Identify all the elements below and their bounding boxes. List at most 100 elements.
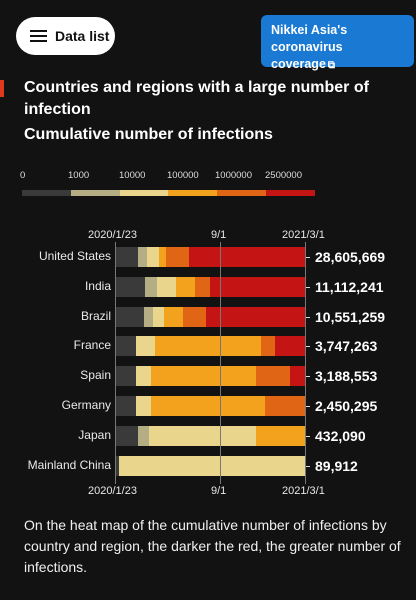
- cumulative-value: 89,912: [315, 457, 358, 474]
- heat-segment: [115, 455, 119, 476]
- country-label: United States: [38, 249, 111, 263]
- legend-tick: 100000: [167, 170, 199, 181]
- x-axis-start-top: 2020/1/23: [88, 229, 137, 241]
- heat-strip: [115, 247, 305, 267]
- value-tick: [305, 346, 310, 348]
- country-label: Germany: [61, 398, 111, 412]
- value-tick: [305, 376, 310, 378]
- cumulative-value: 432,090: [315, 427, 366, 444]
- value-tick: [305, 316, 310, 318]
- heat-segment: [206, 306, 305, 327]
- heat-segment: [115, 306, 144, 327]
- time-guide-line: [305, 242, 306, 484]
- cumulative-value: 2,450,295: [315, 398, 378, 414]
- x-axis-end-bottom: 2021/3/1: [282, 485, 325, 497]
- legend-tick: 2500000: [265, 170, 302, 181]
- value-tick: [305, 406, 310, 407]
- heat-segment: [135, 336, 155, 357]
- hamburger-icon: [30, 30, 47, 42]
- heat-segment: [255, 366, 290, 387]
- legend-tick: 0: [20, 170, 26, 181]
- legend-swatch: [168, 190, 218, 196]
- heat-strip: [115, 425, 305, 446]
- legend-swatch: [217, 190, 267, 196]
- legend-tick: 1000000: [215, 170, 252, 181]
- heat-segment: [115, 366, 136, 387]
- legend-tick: 1000: [68, 170, 90, 181]
- heat-segment: [143, 306, 153, 327]
- x-axis-mid-bottom: 9/1: [211, 485, 227, 497]
- heat-segment: [194, 276, 210, 297]
- x-axis-start-bottom: 2020/1/23: [88, 485, 137, 497]
- heat-segment: [175, 276, 195, 297]
- heat-strip: [115, 455, 305, 476]
- top-bar: Data list Nikkei Asia's coronavirus cove…: [0, 0, 416, 76]
- cumulative-value: 10,551,259: [315, 308, 386, 325]
- data-list-button[interactable]: Data list: [16, 17, 115, 55]
- heat-segment: [289, 366, 305, 387]
- cumulative-value: 3,188,553: [315, 368, 378, 385]
- heat-strip: [115, 276, 305, 297]
- heat-segment: [149, 425, 256, 446]
- heat-segment: [115, 276, 146, 297]
- heat-segment: [115, 336, 136, 357]
- heat-segment: [153, 306, 165, 327]
- nikkei-coverage-button[interactable]: Nikkei Asia's coronavirus coverage ⧉: [261, 15, 414, 71]
- value-tick: [305, 257, 310, 258]
- country-label: Spain: [80, 368, 111, 383]
- country-label: Mainland China: [27, 457, 111, 472]
- cumulative-value: 28,605,669: [315, 249, 386, 265]
- heat-segment: [135, 366, 152, 387]
- title-accent-bar: [0, 80, 4, 97]
- legend-swatch: [70, 190, 120, 196]
- heat-segment: [158, 247, 167, 267]
- legend-color-scale: [22, 190, 315, 196]
- x-axis-mid-top: 9/1: [211, 229, 227, 241]
- country-label: Japan: [78, 427, 111, 442]
- value-tick: [305, 435, 310, 437]
- heat-segment: [154, 336, 262, 357]
- heat-segment: [115, 247, 138, 267]
- heat-segment: [115, 396, 136, 416]
- time-guide-line: [220, 242, 221, 484]
- legend-swatch: [266, 190, 315, 196]
- heat-segment: [261, 336, 275, 357]
- heat-segment: [147, 247, 159, 267]
- heat-segment: [265, 396, 305, 416]
- nikkei-line-2: coronavirus coverage: [271, 40, 343, 71]
- heat-segment: [151, 366, 256, 387]
- data-list-label: Data list: [55, 28, 110, 44]
- chart-subtitle: Cumulative number of infections: [24, 126, 273, 143]
- heat-segment: [189, 247, 305, 267]
- heat-segment: [183, 306, 207, 327]
- value-tick: [305, 286, 310, 288]
- x-axis-end-top: 2021/3/1: [282, 229, 325, 241]
- cumulative-value: 11,112,241: [315, 278, 384, 295]
- heat-segment: [151, 396, 266, 416]
- heat-segment: [137, 247, 148, 267]
- country-label: Brazil: [80, 308, 111, 323]
- time-guide-line: [115, 242, 116, 484]
- heat-segment: [156, 276, 176, 297]
- legend-swatch: [119, 190, 169, 196]
- heat-segment: [145, 276, 157, 297]
- heat-strip: [115, 366, 305, 387]
- heat-strip: [115, 396, 305, 416]
- cumulative-value: 3,747,263: [315, 338, 378, 355]
- heat-segment: [274, 336, 305, 357]
- heat-segment: [118, 455, 305, 476]
- heat-strip: [115, 336, 305, 357]
- heat-strip: [115, 306, 305, 327]
- nikkei-line-1: Nikkei Asia's: [271, 23, 348, 37]
- legend-swatch: [22, 190, 71, 196]
- heat-segment: [164, 306, 184, 327]
- heat-segment: [137, 425, 150, 446]
- legend-tick: 10000: [119, 170, 146, 181]
- page-title: Countries and regions with a large numbe…: [24, 79, 369, 118]
- heat-segment: [115, 425, 138, 446]
- heat-segment: [166, 247, 190, 267]
- value-tick: [305, 465, 310, 467]
- external-link-icon: ⧉: [327, 60, 336, 71]
- country-label: India: [84, 278, 111, 293]
- heat-segment: [255, 425, 305, 446]
